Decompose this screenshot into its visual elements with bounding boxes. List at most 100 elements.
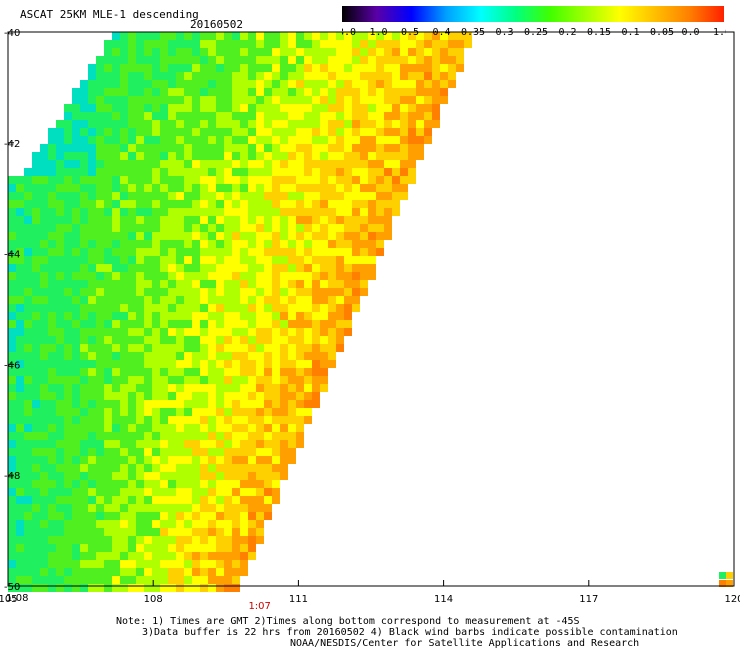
swath-cell [64,472,72,480]
swath-cell [376,224,384,232]
swath-cell [40,152,48,160]
swath-cell [224,560,232,568]
swath-cell [224,336,232,344]
swath-cell [96,360,104,368]
swath-cell [256,520,264,528]
swath-cell [112,160,120,168]
swath-cell [104,48,112,56]
swath-cell [264,464,272,472]
swath-cell [280,432,288,440]
swath-cell [344,280,352,288]
swath-cell [56,496,64,504]
swath-cell [376,40,384,48]
swath-cell [248,32,256,40]
swath-cell [120,472,128,480]
swath-cell [160,32,168,40]
swath-cell [176,120,184,128]
swath-cell [360,248,368,256]
swath-cell [408,96,416,104]
swath-cell [88,432,96,440]
swath-cell [48,424,56,432]
swath-cell [272,88,280,96]
swath-cell [272,344,280,352]
swath-cell [8,304,16,312]
swath-cell [184,528,192,536]
swath-cell [344,56,352,64]
swath-cell [360,280,368,288]
swath-cell [328,224,336,232]
swath-cell [32,376,40,384]
swath-cell [160,80,168,88]
swath-cell [96,200,104,208]
swath-cell [152,264,160,272]
swath-cell [80,360,88,368]
swath-cell [288,232,296,240]
swath-cell [272,432,280,440]
swath-cell [152,392,160,400]
swath-cell [88,520,96,528]
swath-cell [40,360,48,368]
swath-cell [216,560,224,568]
swath-cell [48,224,56,232]
swath-cell [224,40,232,48]
swath-cell [16,248,24,256]
swath-cell [232,536,240,544]
swath-cell [152,168,160,176]
swath-cell [48,128,56,136]
swath-cell [104,88,112,96]
swath-cell [128,360,136,368]
swath-cell [280,344,288,352]
swath-cell [272,368,280,376]
swath-cell [120,360,128,368]
swath-cell [320,256,328,264]
swath-cell [104,256,112,264]
swath-cell [40,472,48,480]
swath-cell [208,184,216,192]
swath-cell [240,208,248,216]
swath-cell [144,184,152,192]
swath-cell [208,448,216,456]
swath-cell [152,224,160,232]
swath-cell [88,264,96,272]
swath-cell [120,64,128,72]
swath-cell [312,232,320,240]
swath-cell [96,416,104,424]
swath-cell [208,504,216,512]
swath-cell [184,560,192,568]
swath-cell [208,488,216,496]
swath-cell [296,416,304,424]
swath-cell [288,32,296,40]
swath-cell [232,168,240,176]
swath-cell [232,376,240,384]
swath-cell [72,208,80,216]
swath-cell [48,488,56,496]
swath-cell [40,328,48,336]
swath-cell [192,544,200,552]
swath-cell [160,136,168,144]
swath-cell [160,56,168,64]
swath-cell [136,544,144,552]
swath-cell [96,264,104,272]
swath-cell [152,488,160,496]
swath-cell [168,336,176,344]
swath-cell [80,496,88,504]
swath-cell [368,64,376,72]
swath-cell [48,384,56,392]
swath-cell [216,488,224,496]
swath-cell [192,344,200,352]
swath-cell [328,336,336,344]
swath-cell [24,208,32,216]
swath-cell [104,448,112,456]
swath-cell [288,440,296,448]
swath-cell [104,296,112,304]
swath-cell [368,168,376,176]
swath-cell [64,424,72,432]
swath-cell [40,432,48,440]
swath-cell [256,296,264,304]
swath-cell [96,544,104,552]
swath-cell [8,288,16,296]
swath-cell [192,384,200,392]
swath-cell [176,104,184,112]
swath-cell [216,184,224,192]
swath-cell [304,184,312,192]
